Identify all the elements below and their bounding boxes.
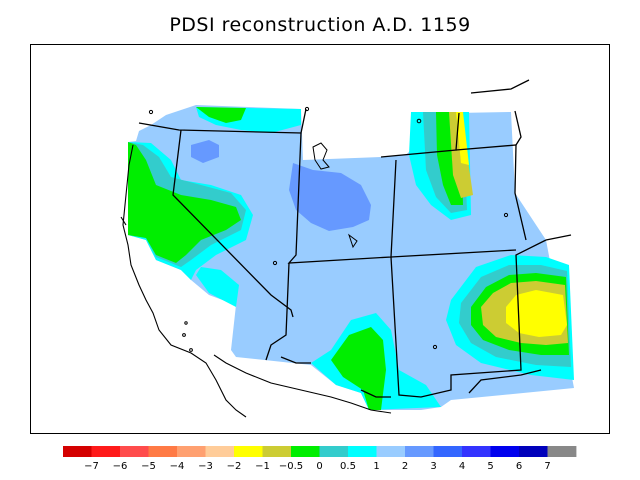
- state-borders: [138, 79, 572, 398]
- legend-tick-label: −4: [170, 461, 185, 472]
- legend-tick-label: −5: [141, 461, 156, 472]
- legend-swatch: [319, 446, 349, 457]
- legend-tick-label: −1: [255, 461, 270, 472]
- pdsi-region-east-yellow: [506, 290, 567, 337]
- legend-swatch: [262, 446, 292, 457]
- legend-swatch: [519, 446, 548, 457]
- pdsi-region-wet-center: [289, 163, 371, 231]
- legend-swatch: [177, 446, 206, 457]
- map-title: PDSI reconstruction A.D. 1159: [169, 14, 471, 36]
- legend-tick-label: −2: [227, 461, 242, 472]
- legend-swatch: [547, 446, 577, 457]
- legend-swatch: [348, 446, 377, 457]
- legend-swatches: [63, 446, 577, 457]
- legend-swatch: [205, 446, 235, 457]
- legend-tick-label: 1: [373, 461, 379, 472]
- legend-tick-label: 0.5: [340, 461, 356, 472]
- legend-swatch: [91, 446, 121, 457]
- legend-tick-label: 3: [430, 461, 436, 472]
- legend-tick-label: −7: [84, 461, 99, 472]
- lakes-and-islands: [148, 106, 509, 352]
- legend-swatch: [376, 446, 406, 457]
- legend-tick-label: 7: [544, 461, 550, 472]
- pdsi-region-south-green: [331, 327, 386, 410]
- legend-ticks: −7 −6 −5 −4 −3 −2 −1 −0.5 0 0.5 1 2 3 4 5 6 7: [84, 461, 551, 472]
- pdsi-region-southwest-cyan: [196, 267, 239, 307]
- legend-tick-label: 6: [516, 461, 522, 472]
- coastline: [120, 144, 392, 418]
- legend-tick-label: 0: [316, 461, 322, 472]
- legend-swatch: [120, 446, 149, 457]
- legend-swatch: [63, 446, 92, 457]
- legend-tick-label: 5: [487, 461, 493, 472]
- pdsi-map: [120, 79, 574, 418]
- legend-swatch: [405, 446, 434, 457]
- legend-swatch: [234, 446, 263, 457]
- legend-tick-label: 4: [459, 461, 465, 472]
- legend-tick-label: −6: [113, 461, 128, 472]
- pdsi-region-northwest-green: [128, 142, 241, 263]
- map-frame: [30, 44, 610, 434]
- pdsi-region-north-green: [196, 107, 246, 123]
- legend-tick-label: −3: [198, 461, 213, 472]
- legend-tick-label: −0.5: [279, 461, 303, 472]
- legend-swatch: [433, 446, 463, 457]
- legend-swatch: [490, 446, 520, 457]
- legend-tick-label: 2: [402, 461, 408, 472]
- legend-swatch: [148, 446, 178, 457]
- legend-swatch: [291, 446, 320, 457]
- legend-swatch: [462, 446, 491, 457]
- pdsi-region-wet-north: [191, 140, 219, 163]
- pdsi-region-northeast-yellow: [456, 112, 469, 165]
